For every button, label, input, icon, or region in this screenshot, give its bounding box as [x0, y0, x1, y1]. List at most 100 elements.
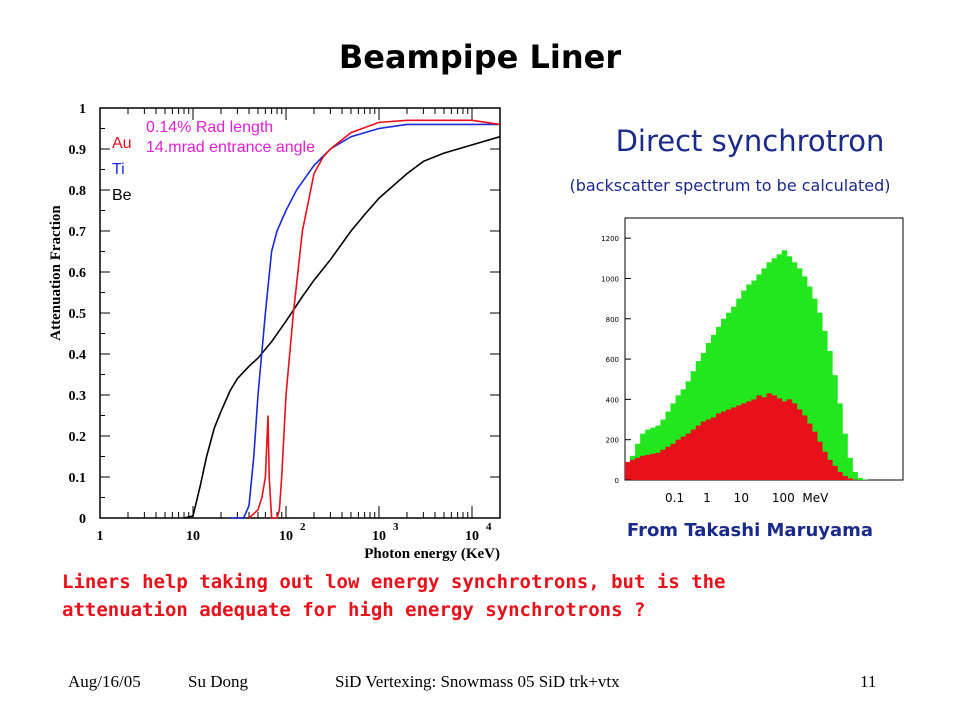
green-bar [796, 268, 803, 480]
x-tick-label-exponent: 4 [486, 521, 492, 533]
red-bar [746, 401, 752, 480]
green-bar [827, 351, 833, 480]
y-tick-label: 0.2 [69, 430, 87, 445]
red-bar [695, 425, 702, 480]
red-bar [801, 415, 808, 480]
hist-y-tick-label: 200 [606, 437, 619, 445]
hist-y-tick-label: 800 [606, 316, 619, 324]
green-bar [761, 268, 767, 480]
footer-page-number: 11 [860, 672, 877, 691]
red-bar [625, 461, 631, 480]
green-bar [832, 375, 838, 480]
red-bar [630, 459, 636, 480]
red-bar [700, 421, 707, 480]
conclusion-line-1: Liners help taking out low energy synchr… [62, 571, 726, 593]
green-bar [791, 262, 798, 480]
series-line-be [183, 135, 501, 519]
footer-title: SiD Vertexing: Snowmass 05 SiD trk+vtx [335, 672, 620, 691]
green-bar [680, 389, 687, 480]
red-bar [847, 478, 853, 480]
red-bar [761, 397, 767, 480]
red-bar [791, 403, 798, 480]
slide-title: Beampipe Liner [338, 38, 622, 76]
red-bar [680, 436, 687, 480]
red-bar [776, 398, 783, 480]
green-bar [685, 381, 692, 480]
green-bar [751, 280, 757, 480]
green-bar [801, 276, 808, 480]
x-tick-label-base: 10 [465, 529, 479, 544]
green-bar [665, 411, 671, 480]
y-tick-label: 0 [79, 512, 86, 527]
x-axis-label: Photon energy (KeV) [364, 546, 500, 562]
y-tick-label: 0.3 [69, 389, 87, 404]
green-bar [721, 318, 727, 480]
red-bar [665, 446, 671, 480]
legend-label-be: Be [112, 187, 132, 204]
red-bar [786, 399, 793, 480]
y-axis-label: Attenuation Fraction [48, 205, 64, 341]
red-bar [726, 409, 732, 480]
y-tick-label: 0.8 [69, 184, 87, 199]
red-bar [822, 451, 828, 480]
red-bar [771, 395, 778, 480]
hist-x-axis-label: 0.1 1 10 100 MeV [665, 491, 829, 505]
red-bar [655, 452, 661, 480]
x-tick-label-base: 10 [279, 529, 293, 544]
green-bar [822, 330, 828, 480]
direct-synchrotron-heading: Direct synchrotron [615, 124, 885, 158]
green-bar [776, 254, 783, 480]
green-bar [705, 342, 712, 480]
red-bar [741, 403, 747, 480]
y-tick-label: 0.6 [69, 266, 87, 281]
red-bar [817, 441, 823, 480]
green-bar [726, 312, 732, 480]
red-bar [796, 409, 803, 480]
annotation-entrance-angle: 14.mrad entrance angle [146, 139, 315, 156]
green-bar [817, 312, 823, 480]
red-bar [756, 395, 762, 480]
red-bar [645, 454, 651, 480]
legend-label-ti: Ti [112, 161, 125, 178]
red-bar [670, 443, 676, 480]
red-bar [690, 429, 697, 480]
green-bar [746, 284, 752, 480]
backscatter-subheading: (backscatter spectrum to be calculated) [569, 176, 891, 195]
green-bar [766, 262, 772, 480]
red-bar [781, 401, 788, 480]
red-bar [685, 433, 692, 480]
red-bar [705, 419, 712, 480]
x-tick-label: 10 [186, 529, 200, 544]
hist-y-tick-label: 1000 [601, 275, 619, 283]
green-bar [710, 334, 717, 480]
green-bar [690, 371, 697, 480]
series-line-ti [230, 123, 500, 519]
y-tick-label: 0.9 [69, 143, 87, 158]
green-bar [847, 457, 853, 480]
red-bar [640, 455, 646, 480]
red-bar [660, 449, 666, 480]
conclusion-line-2: attenuation adequate for high energy syn… [62, 599, 646, 621]
green-bar [736, 298, 742, 480]
green-bar [660, 419, 666, 480]
x-tick-label-base: 10 [372, 529, 386, 544]
green-bar [771, 258, 778, 480]
green-bar [837, 403, 843, 480]
green-bar [650, 427, 656, 480]
red-bar [812, 431, 818, 480]
green-bar [695, 361, 702, 480]
green-bar [700, 353, 707, 480]
x-tick-label: 1 [97, 529, 104, 544]
hist-y-tick-label: 600 [606, 356, 619, 364]
red-bar [731, 407, 737, 480]
red-bar [832, 465, 838, 480]
x-tick-label-exponent: 2 [300, 521, 306, 533]
hist-y-tick-label: 0 [615, 477, 619, 485]
green-bar [731, 306, 737, 480]
y-tick-label: 0.4 [69, 348, 87, 363]
conclusion-text: Liners help taking out low energy synchr… [62, 568, 862, 624]
green-bar [806, 286, 813, 480]
red-bar [650, 453, 656, 480]
credit-line: From Takashi Maruyama [626, 520, 874, 541]
annotation-rad-length: 0.14% Rad length [146, 119, 273, 136]
